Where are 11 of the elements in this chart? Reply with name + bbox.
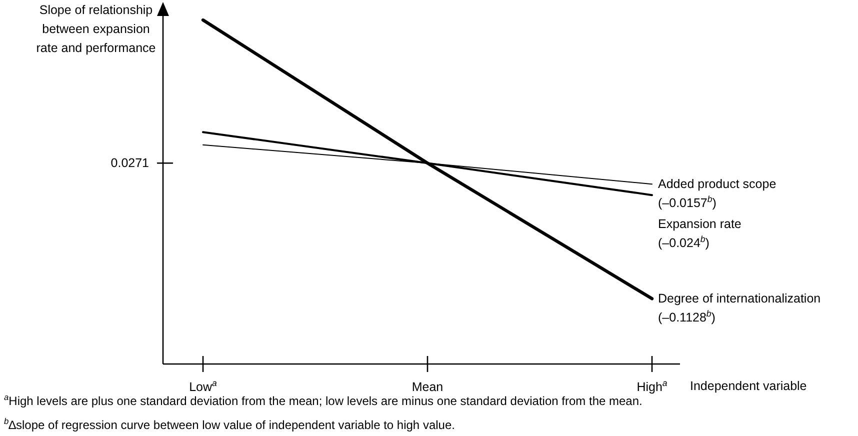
text: 0.0271 <box>110 156 150 170</box>
y-axis-title: Slope of relationship between expansion rate and performance <box>36 3 156 55</box>
x-tick-label: High$^{a}$ <box>636 378 668 394</box>
x-tick-label: Low$^{a}$ <box>189 378 218 394</box>
x-tick-label: Mean <box>412 380 444 394</box>
x-axis-title: Independent variable <box>690 379 807 393</box>
series-label: Added product scope (–0.0157$^{b}$) <box>658 177 776 210</box>
series-label: Degree of internationalization (–0.1128$^{b}$) <box>658 292 821 325</box>
text: $^{a}$High levels are plus one standard deviation from the mean; low levels are minus one standard deviation from the mean. <box>4 392 642 408</box>
text: $^{b}$∆slope of regression curve between low value of independent variable to high value. <box>4 416 455 432</box>
series-label: Expansion rate (–0.024$^{b}$) <box>658 217 742 250</box>
